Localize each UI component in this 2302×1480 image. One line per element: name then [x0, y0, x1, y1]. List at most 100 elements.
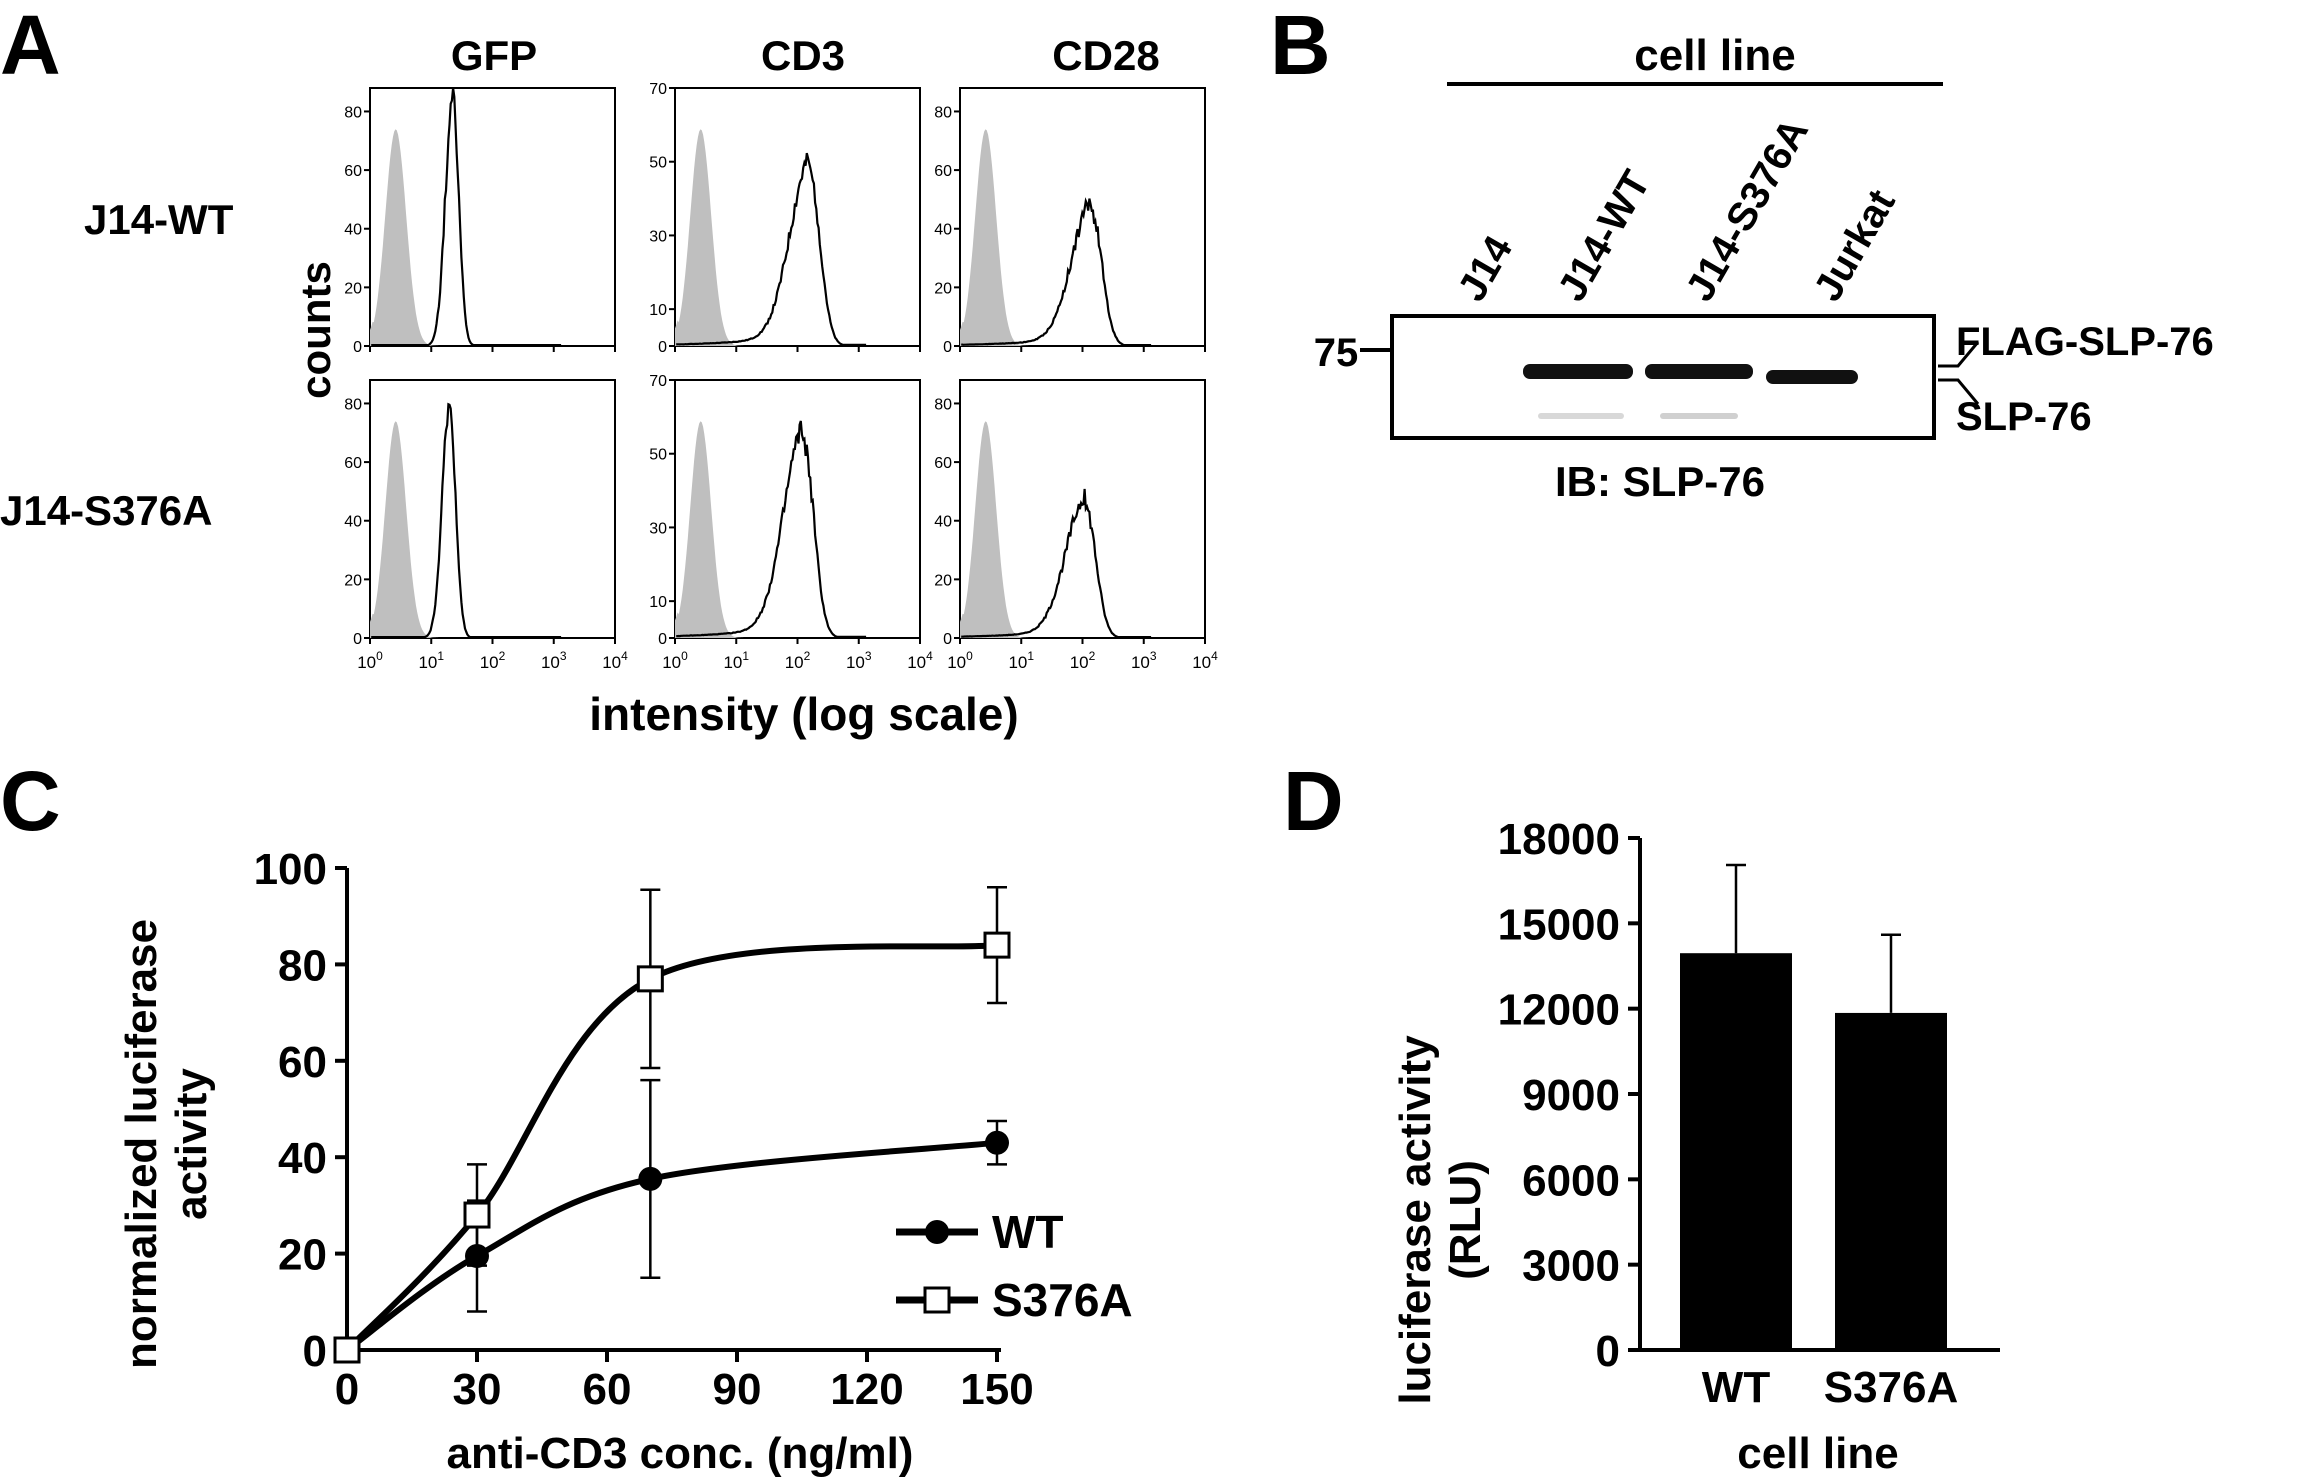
- isotype-control-histogram: [370, 129, 447, 346]
- x-tick-base: 10: [785, 653, 804, 672]
- c-y-tick-label: 100: [254, 845, 327, 894]
- histogram-panel-r0-c0: 0 20 40 60 80: [344, 87, 616, 356]
- band-label-slp76: SLP-76: [1956, 395, 2092, 439]
- y-tick-label: 50: [649, 447, 667, 464]
- histogram-panel-r0-c2: 0 20 40 60 80: [934, 87, 1206, 356]
- data-point-s376a: [463, 1201, 491, 1229]
- ylabel-line-1: normalized luciferase: [117, 919, 166, 1369]
- x-tick-label: 101: [418, 649, 444, 672]
- x-tick-label: 100: [357, 649, 383, 672]
- x-tick-base: 10: [1008, 653, 1027, 672]
- series-wt: WT: [335, 1078, 1064, 1362]
- d-ylabel-line-1: luciferase activity: [1391, 1035, 1440, 1405]
- y-tick-label: 20: [934, 280, 952, 297]
- x-tick-base: 10: [907, 653, 926, 672]
- y-tick-label: 40: [344, 514, 362, 531]
- faint-band-lane3: [1660, 413, 1738, 419]
- x-tick-exponent: 3: [560, 649, 567, 663]
- y-tick-label: 80: [934, 396, 952, 413]
- band-pointer-flag: [1938, 341, 1980, 368]
- x-tick-label: 100: [662, 649, 688, 672]
- x-tick-label: 101: [723, 649, 749, 672]
- c-y-tick-label: 20: [278, 1231, 327, 1280]
- x-tick-exponent: 3: [865, 649, 872, 663]
- x-tick-base: 10: [1070, 653, 1089, 672]
- x-tick-exponent: 2: [804, 649, 811, 663]
- data-point-s376a: [983, 931, 1011, 959]
- x-tick-label: 103: [541, 649, 567, 672]
- x-tick-label: 104: [602, 649, 628, 672]
- y-tick-label: 30: [649, 520, 667, 537]
- x-tick-label: 102: [785, 649, 811, 672]
- d-y-tick-label: 3000: [1522, 1242, 1620, 1291]
- x-tick-exponent: 1: [742, 649, 749, 663]
- data-point-s376a: [333, 1336, 361, 1364]
- x-axis-label-c: anti-CD3 conc. (ng/ml): [447, 1429, 914, 1478]
- lane-label-j14-wt: J14-WT: [1550, 163, 1659, 308]
- faint-band-lane2: [1538, 413, 1624, 419]
- d-y-tick-label: 0: [1596, 1327, 1620, 1376]
- y-tick-label: 20: [934, 572, 952, 589]
- band-flag-slp76-lane3: [1645, 364, 1753, 379]
- y-tick-label: 60: [934, 163, 952, 180]
- band-pointer-slp76: [1938, 378, 1980, 405]
- panel-letter-c: C: [0, 754, 61, 848]
- panel-a-flow-histograms: GFP CD3 CD28 J14-WT J14-S376A counts int…: [0, 32, 1218, 740]
- lane-label-jurkat: Jurkat: [1806, 183, 1904, 309]
- x-tick-exponent: 3: [1150, 649, 1157, 663]
- y-axis-label-counts: counts: [292, 261, 339, 399]
- x-tick-base: 10: [662, 653, 681, 672]
- col-label-gfp: GFP: [451, 32, 537, 79]
- panel-c-ylabel: normalized luciferase activity: [117, 919, 216, 1369]
- c-x-tick-label: 60: [583, 1365, 632, 1414]
- x-tick-exponent: 4: [1211, 649, 1218, 663]
- blot-header-cell-line: cell line: [1634, 31, 1795, 80]
- stained-histogram-line: [676, 152, 867, 346]
- x-tick-base: 10: [723, 653, 742, 672]
- y-tick-label: 0: [943, 631, 952, 648]
- panel-letter-a: A: [0, 0, 61, 92]
- series-line: [345, 1139, 998, 1353]
- data-point-wt: [638, 1166, 663, 1191]
- y-tick-label: 10: [649, 302, 667, 319]
- mw-marker-75: 75: [1314, 331, 1359, 375]
- y-tick-label: 70: [649, 81, 667, 98]
- row-label-j14-wt: J14-WT: [84, 196, 234, 243]
- isotype-control-histogram: [960, 129, 1037, 346]
- lane-label-j14-s376a: J14-S376A: [1678, 111, 1817, 308]
- d-ylabel-line-2: (RLU): [1441, 1160, 1490, 1280]
- y-tick-label: 10: [649, 594, 667, 611]
- c-y-tick-label: 40: [278, 1134, 327, 1183]
- d-x-tick-label: WT: [1702, 1363, 1771, 1412]
- x-tick-exponent: 1: [437, 649, 444, 663]
- panel-d-ylabel: luciferase activity (RLU): [1391, 1035, 1490, 1405]
- y-tick-label: 60: [934, 455, 952, 472]
- c-x-tick-label: 90: [713, 1365, 762, 1414]
- stained-histogram-line: [961, 197, 1152, 347]
- blot-footer-ib: IB: SLP-76: [1555, 458, 1765, 505]
- y-tick-label: 80: [344, 104, 362, 121]
- panel-b-western-blot: cell line J14 J14-WT J14-S376A Jurkat 75…: [1314, 31, 2214, 505]
- band-flag-slp76-lane2: [1523, 364, 1633, 379]
- isotype-control-histogram: [675, 421, 752, 638]
- data-point-s376a: [636, 965, 664, 993]
- bar-s376a: [1835, 1012, 1947, 1350]
- y-tick-label: 20: [344, 280, 362, 297]
- x-tick-exponent: 2: [1089, 649, 1096, 663]
- band-slp76-lane4: [1766, 370, 1858, 384]
- y-tick-label: 0: [353, 631, 362, 648]
- stained-histogram-line: [371, 87, 562, 347]
- x-tick-exponent: 4: [926, 649, 933, 663]
- y-tick-label: 70: [649, 373, 667, 390]
- y-tick-label: 80: [934, 104, 952, 121]
- y-tick-label: 0: [353, 339, 362, 356]
- d-y-tick-label: 9000: [1522, 1071, 1620, 1120]
- x-tick-label: 103: [1131, 649, 1157, 672]
- x-tick-label: 102: [480, 649, 506, 672]
- x-tick-base: 10: [480, 653, 499, 672]
- stained-histogram-line: [676, 420, 867, 639]
- c-y-tick-label: 80: [278, 941, 327, 990]
